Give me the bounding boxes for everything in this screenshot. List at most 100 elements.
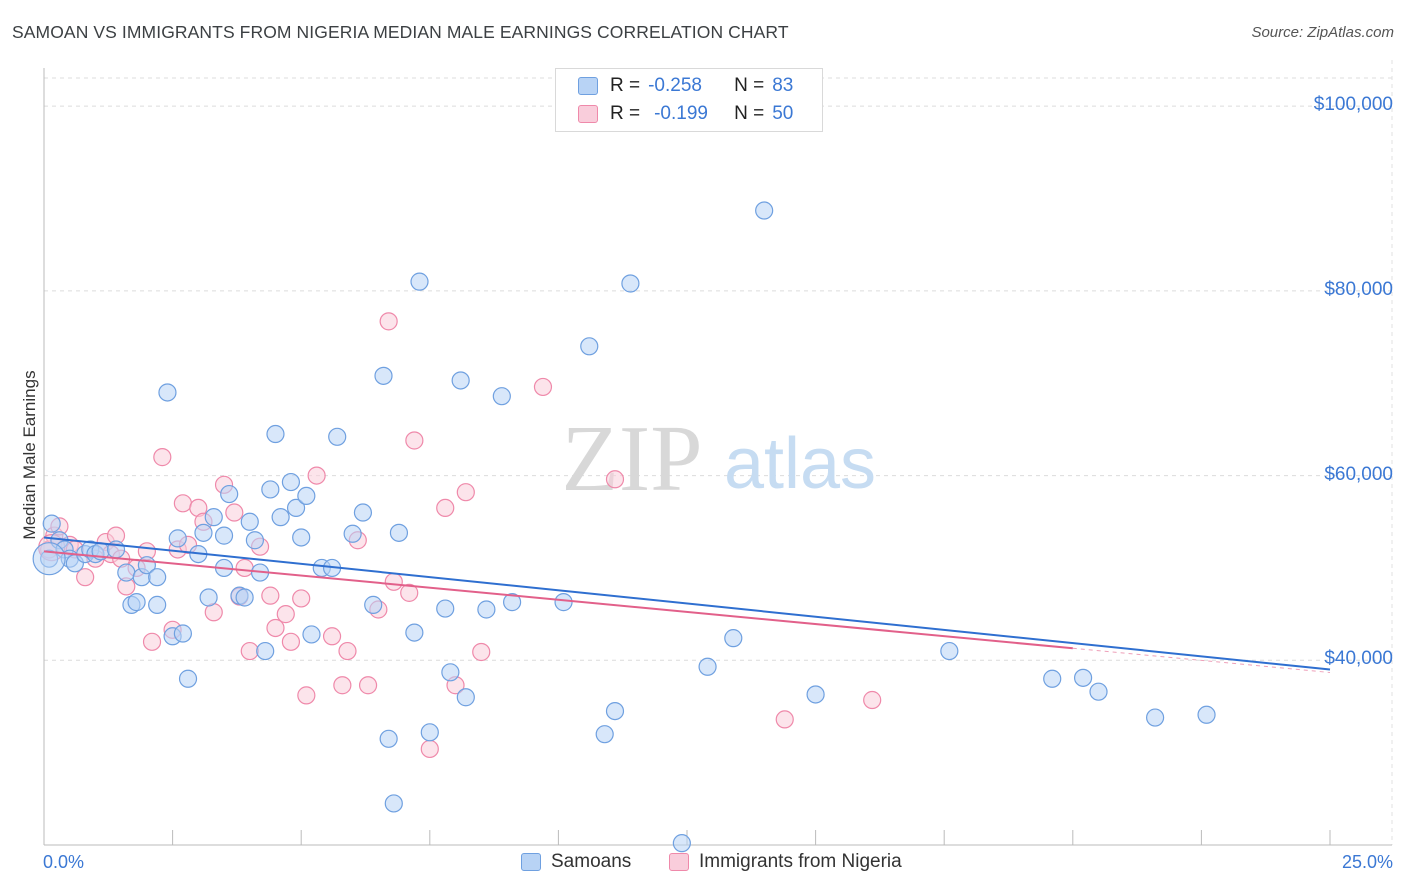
- samoan-point: [261, 480, 280, 499]
- samoan-point: [595, 725, 614, 744]
- samoan-point: [343, 524, 362, 543]
- r-value: -0.199: [654, 103, 708, 124]
- watermark-zip: ZIP: [562, 407, 703, 511]
- samoan-point: [240, 512, 259, 531]
- axes: [43, 68, 1392, 846]
- y-tick-label: $80,000: [1324, 278, 1393, 300]
- samoan-point: [214, 526, 234, 545]
- samoan-point: [148, 568, 167, 587]
- legend-item-nigeria: Immigrants from Nigeria: [669, 851, 902, 873]
- nigeria-legend-swatch: [669, 853, 689, 871]
- samoans-swatch: [578, 77, 598, 95]
- samoan-point: [173, 624, 192, 643]
- samoan-point: [1043, 669, 1062, 688]
- samoan-point: [384, 794, 403, 813]
- nigeria-point: [276, 605, 295, 624]
- samoan-point: [245, 531, 265, 550]
- nigeria-point: [863, 690, 882, 710]
- n-label: N =: [734, 75, 765, 96]
- nigeria-point: [142, 632, 162, 651]
- samoan-point: [353, 503, 373, 522]
- samoan-point: [451, 371, 470, 390]
- nigeria-point: [405, 431, 424, 450]
- nigeria-trend-extension: [1072, 647, 1331, 674]
- nigeria-point: [338, 641, 357, 661]
- r-label: R =: [610, 103, 641, 124]
- samoans-legend-swatch: [521, 853, 541, 871]
- nigeria-point: [379, 312, 398, 331]
- samoan-point: [148, 595, 167, 614]
- nigeria-point: [266, 618, 285, 638]
- nigeria-point: [235, 558, 254, 578]
- samoan-point: [286, 498, 306, 518]
- samoan-point: [127, 593, 146, 612]
- samoan-point: [364, 595, 383, 614]
- nigeria-point: [297, 686, 316, 705]
- nigeria-point: [472, 642, 491, 662]
- n-value: 50: [772, 103, 794, 124]
- samoan-point: [204, 508, 223, 527]
- samoan-point: [420, 723, 439, 742]
- samoan-point: [672, 834, 691, 853]
- samoan-point: [158, 383, 177, 402]
- r-label: R =: [610, 75, 641, 96]
- samoan-point: [389, 523, 409, 542]
- nigeria-point: [281, 632, 301, 651]
- samoan-point: [220, 484, 239, 504]
- nigeria-point: [533, 377, 553, 397]
- samoan-point: [806, 685, 825, 704]
- samoan-point: [755, 201, 774, 220]
- samoan-point: [256, 641, 275, 661]
- nigeria-point: [456, 483, 475, 502]
- samoan-point: [554, 593, 573, 612]
- samoans-trend-line: [43, 536, 1331, 671]
- legend-row-nigeria: R = -0.199 N = 50: [578, 102, 793, 126]
- samoan-point: [199, 588, 218, 607]
- samoan-point: [178, 669, 198, 688]
- nigeria-point: [400, 583, 419, 602]
- nigeria-point: [420, 739, 439, 759]
- samoan-point: [441, 663, 460, 682]
- nigeria-point: [605, 470, 625, 489]
- legend-item-samoans: Samoans: [521, 851, 631, 873]
- nigeria-point: [240, 641, 259, 661]
- samoan-point: [281, 472, 301, 492]
- samoan-point: [477, 600, 496, 619]
- samoan-point-large: [32, 542, 66, 576]
- samoan-point: [410, 272, 429, 291]
- watermark-atlas: atlas: [724, 424, 876, 504]
- samoan-point: [117, 563, 136, 582]
- chart-source: Source: ZipAtlas.com: [1251, 24, 1394, 41]
- y-tick-label: $100,000: [1313, 94, 1393, 116]
- nigeria-point: [358, 676, 378, 695]
- samoan-point: [605, 701, 625, 721]
- nigeria-point: [173, 494, 192, 513]
- samoan-point: [1146, 708, 1165, 727]
- stats-legend: R = -0.258 N = 83 R = -0.199 N = 50: [555, 68, 823, 132]
- nigeria-swatch: [578, 105, 598, 123]
- samoan-point: [302, 625, 321, 644]
- nigeria-point: [307, 466, 326, 485]
- samoan-point: [405, 623, 424, 642]
- nigeria-point: [225, 503, 244, 522]
- nigeria-point: [153, 448, 172, 467]
- samoan-point: [235, 588, 254, 607]
- n-label: N =: [734, 103, 765, 124]
- samoan-point: [492, 387, 511, 406]
- samoan-point: [503, 593, 522, 612]
- samoan-point: [374, 366, 393, 385]
- samoans-legend-label: Samoans: [551, 851, 632, 872]
- samoan-point: [379, 729, 398, 748]
- trend-lines: [43, 536, 1331, 674]
- nigeria-point: [333, 676, 352, 695]
- nigeria-point: [261, 586, 280, 605]
- samoan-point: [456, 688, 475, 707]
- samoan-point: [580, 337, 599, 356]
- nigeria-point: [292, 589, 311, 608]
- y-tick-label: $40,000: [1324, 648, 1393, 670]
- samoan-point: [1073, 668, 1093, 687]
- samoan-point: [940, 641, 959, 661]
- samoan-point: [1197, 705, 1216, 724]
- samoan-point: [436, 599, 455, 618]
